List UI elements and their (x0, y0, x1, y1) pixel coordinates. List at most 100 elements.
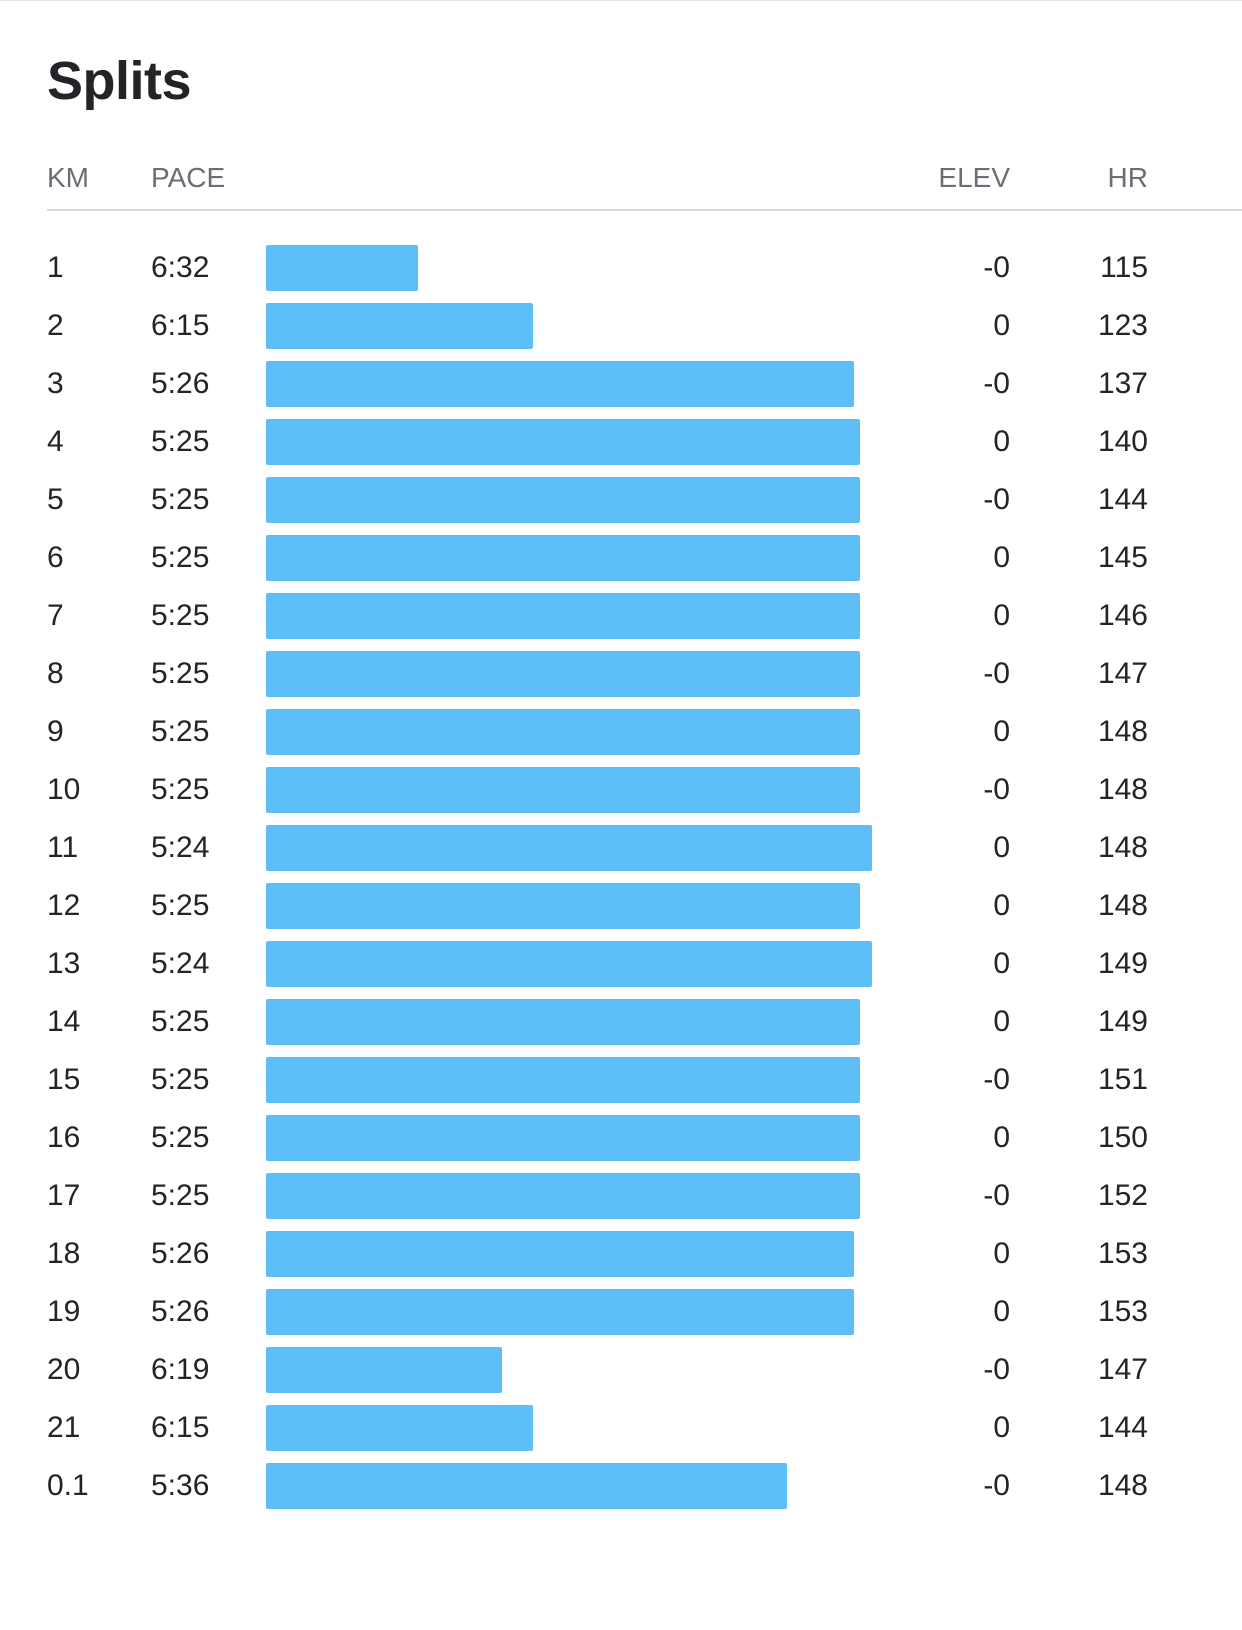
split-elev: -0 (983, 367, 1010, 400)
split-elev: 0 (993, 1121, 1010, 1154)
split-elev: -0 (983, 1353, 1010, 1386)
split-km: 10 (47, 773, 81, 806)
split-km: 1 (47, 251, 64, 284)
split-elev: 0 (993, 541, 1010, 574)
split-pace: 5:25 (151, 1005, 210, 1038)
split-km: 5 (47, 483, 64, 516)
pace-bar (266, 825, 872, 871)
split-row: 10 5:25 -0 148 (0, 762, 1242, 820)
split-elev: 0 (993, 599, 1010, 632)
split-row: 12 5:25 0 148 (0, 878, 1242, 936)
split-pace: 6:19 (151, 1353, 210, 1386)
split-km: 17 (47, 1179, 81, 1212)
split-pace: 5:25 (151, 425, 210, 458)
split-row: 13 5:24 0 149 (0, 936, 1242, 994)
split-km: 4 (47, 425, 64, 458)
column-header-km: KM (47, 162, 89, 193)
split-elev: 0 (993, 715, 1010, 748)
split-km: 3 (47, 367, 64, 400)
header-divider (47, 209, 1242, 211)
split-pace: 6:32 (151, 251, 210, 284)
split-km: 15 (47, 1063, 81, 1096)
split-elev: -0 (983, 251, 1010, 284)
pace-bar (266, 1115, 860, 1161)
split-elev: -0 (983, 1469, 1010, 1502)
split-hr: 140 (1097, 425, 1148, 458)
column-header-pace: PACE (151, 162, 226, 193)
split-hr: 137 (1097, 367, 1148, 400)
split-pace: 5:25 (151, 773, 210, 806)
pace-bar (266, 361, 854, 407)
pace-bar (266, 999, 860, 1045)
split-hr: 153 (1097, 1295, 1148, 1328)
split-row: 6 5:25 0 145 (0, 530, 1242, 588)
split-hr: 150 (1097, 1121, 1148, 1154)
split-km: 8 (47, 657, 64, 690)
pace-bar (266, 1289, 854, 1335)
split-elev: -0 (983, 657, 1010, 690)
split-pace: 5:26 (151, 1237, 210, 1270)
pace-bar (266, 1347, 502, 1393)
split-hr: 145 (1097, 541, 1148, 574)
split-km: 20 (47, 1353, 81, 1386)
split-hr: 153 (1097, 1237, 1148, 1270)
split-km: 2 (47, 309, 64, 342)
split-pace: 5:24 (151, 947, 210, 980)
split-km: 6 (47, 541, 64, 574)
splits-table-header: KM PACE ELEV HR (0, 150, 1242, 200)
split-km: 19 (47, 1295, 81, 1328)
splits-table-body: 1 6:32 -0 115 2 6:15 0 123 3 5:26 -0 137 4 5:25 0 140 5 5… (0, 240, 1242, 1516)
split-km: 16 (47, 1121, 81, 1154)
split-row: 21 6:15 0 144 (0, 1400, 1242, 1458)
split-hr: 149 (1097, 947, 1148, 980)
split-hr: 149 (1097, 1005, 1148, 1038)
split-hr: 115 (1100, 251, 1148, 284)
top-divider (0, 0, 1242, 1)
split-elev: -0 (983, 773, 1010, 806)
split-hr: 148 (1097, 831, 1148, 864)
split-hr: 148 (1097, 1469, 1148, 1502)
split-hr: 147 (1097, 1353, 1148, 1386)
split-hr: 146 (1097, 599, 1148, 632)
pace-bar (266, 767, 860, 813)
split-elev: 0 (993, 831, 1010, 864)
split-km: 11 (47, 831, 79, 864)
split-pace: 6:15 (151, 1411, 210, 1444)
pace-bar (266, 651, 860, 697)
pace-bar (266, 303, 533, 349)
split-row: 9 5:25 0 148 (0, 704, 1242, 762)
split-elev: 0 (993, 1295, 1010, 1328)
split-row: 1 6:32 -0 115 (0, 240, 1242, 298)
split-row: 4 5:25 0 140 (0, 414, 1242, 472)
pace-bar (266, 1057, 860, 1103)
pace-bar (266, 593, 860, 639)
split-elev: 0 (993, 1005, 1010, 1038)
split-row: 17 5:25 -0 152 (0, 1168, 1242, 1226)
split-row: 11 5:24 0 148 (0, 820, 1242, 878)
split-km: 21 (47, 1411, 81, 1444)
pace-bar (266, 1173, 860, 1219)
split-row: 16 5:25 0 150 (0, 1110, 1242, 1168)
split-pace: 6:15 (151, 309, 210, 342)
split-hr: 151 (1097, 1063, 1148, 1096)
split-elev: -0 (983, 1063, 1010, 1096)
split-km: 9 (47, 715, 64, 748)
column-header-hr: HR (1107, 162, 1148, 193)
split-elev: 0 (993, 425, 1010, 458)
split-km: 18 (47, 1237, 81, 1270)
pace-bar (266, 535, 860, 581)
split-pace: 5:24 (151, 831, 210, 864)
split-hr: 144 (1097, 1411, 1148, 1444)
split-km: 7 (47, 599, 64, 632)
split-row: 18 5:26 0 153 (0, 1226, 1242, 1284)
split-hr: 152 (1097, 1179, 1148, 1212)
split-pace: 5:25 (151, 483, 210, 516)
split-pace: 5:25 (151, 715, 210, 748)
section-title: Splits (47, 51, 192, 111)
pace-bar (266, 941, 872, 987)
split-km: 14 (47, 1005, 81, 1038)
split-elev: 0 (993, 1237, 1010, 1270)
split-km: 0.1 (47, 1469, 89, 1502)
split-row: 7 5:25 0 146 (0, 588, 1242, 646)
column-header-elev: ELEV (938, 162, 1010, 193)
